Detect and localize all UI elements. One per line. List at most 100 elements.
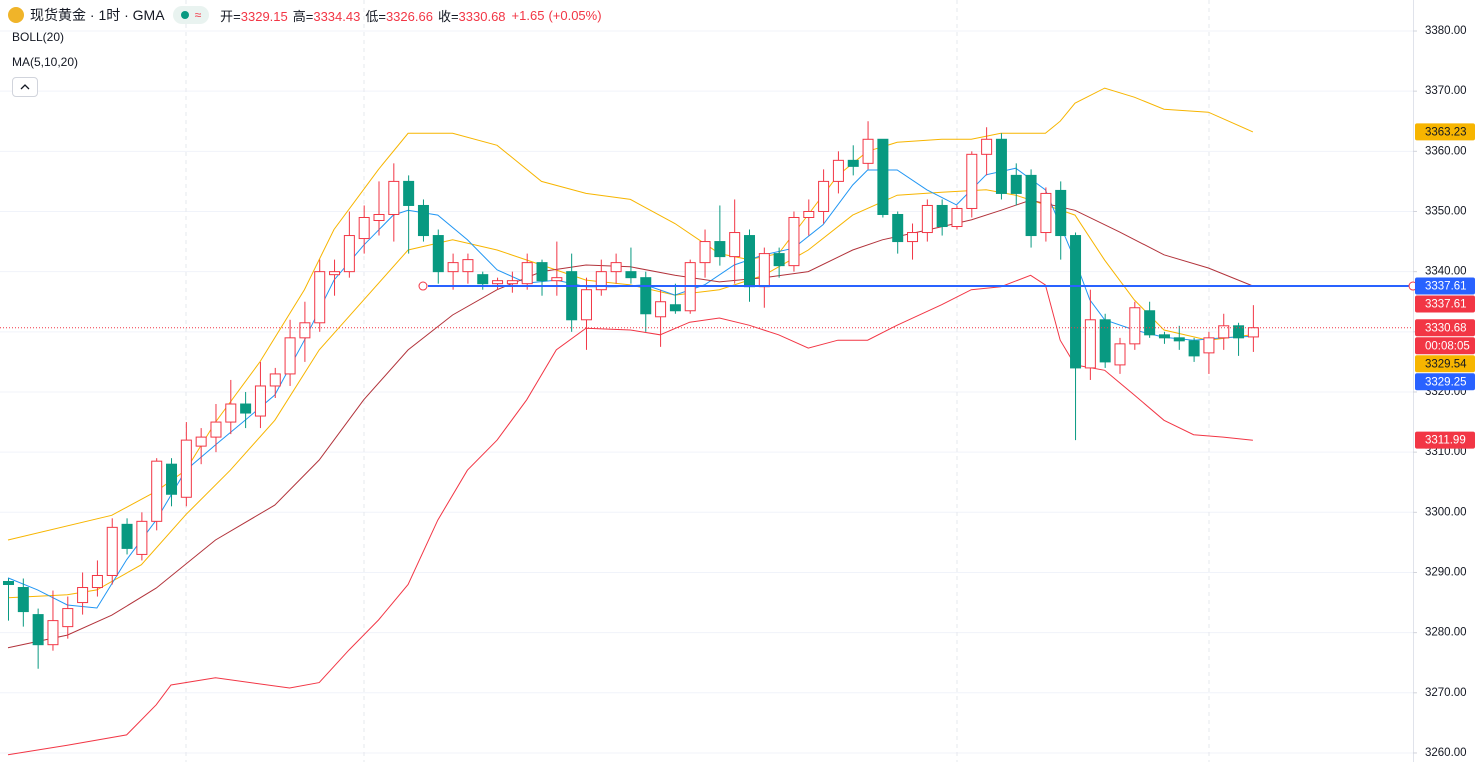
candle-body	[729, 232, 741, 258]
change: +1.65	[511, 7, 545, 23]
candle-body	[417, 204, 429, 237]
price-badge: 3329.25	[1415, 373, 1475, 391]
candle-body	[1247, 327, 1259, 338]
candle-body	[521, 262, 533, 285]
candle-body	[699, 241, 711, 264]
candle-body	[373, 213, 385, 222]
price-badge: 3311.99	[1415, 431, 1475, 449]
ohlc-value: 3330.68	[458, 8, 506, 24]
header: 现货黄金 · 1时 · GMA ≈ 开=3329.15 高=3334.43 低=33…	[8, 5, 602, 25]
candle-body	[91, 574, 103, 589]
candle-body	[788, 216, 800, 267]
price-badge-bg	[1415, 373, 1475, 391]
y-tick-label: 3380.00	[1425, 25, 1467, 37]
indicator-label[interactable]: MA(5,10,20)	[12, 55, 79, 69]
candle-body	[462, 259, 474, 273]
candle-body	[121, 523, 133, 549]
symbol-title: 现货黄金 · 1时 · GMA	[30, 7, 165, 23]
candle-body	[758, 253, 770, 288]
candle-body	[136, 520, 148, 555]
candle-body	[447, 262, 459, 273]
candle-body	[1218, 325, 1230, 339]
candle-body	[921, 204, 933, 234]
candle-body	[655, 301, 667, 318]
indicator-line	[7, 87, 1254, 541]
candle-body	[832, 159, 844, 182]
price-badge-bg	[1415, 123, 1475, 141]
candle-body	[299, 322, 311, 339]
y-tick-label: 3300.00	[1425, 506, 1467, 518]
candle-body	[1173, 337, 1185, 342]
y-tick-label: 3270.00	[1425, 687, 1467, 699]
price-badge: 00:08:05	[1415, 337, 1475, 355]
y-tick-label: 3280.00	[1425, 627, 1467, 639]
candle-body	[269, 373, 281, 387]
symbol-icon	[8, 7, 24, 23]
y-tick-label: 3290.00	[1425, 567, 1467, 579]
candle-body	[388, 180, 400, 215]
candle-body	[966, 153, 978, 209]
collapse-button[interactable]	[12, 77, 38, 97]
y-tick-label: 3360.00	[1425, 145, 1467, 157]
change-pct: (+0.05%)	[548, 7, 602, 23]
indicator-label[interactable]: BOLL(20)	[12, 30, 65, 44]
candle-body	[284, 337, 296, 375]
price-badge: 3337.61	[1415, 295, 1475, 313]
candle-body	[595, 271, 607, 291]
candle-body	[225, 403, 237, 423]
candle-body	[195, 436, 207, 447]
candle-body	[847, 159, 859, 167]
candle-body	[1025, 174, 1037, 237]
candle-body	[32, 614, 44, 646]
candle-body	[744, 235, 755, 288]
price-badge: 3337.61	[1415, 277, 1475, 295]
ohlc-value: 3326.66	[385, 8, 433, 24]
candle-body	[818, 180, 830, 212]
price-badge-label: 3337.61	[1425, 281, 1467, 293]
candle-body	[877, 138, 889, 215]
status-badge[interactable]: ≈	[172, 6, 210, 24]
candle-body	[566, 271, 578, 321]
candle-body	[180, 439, 192, 498]
chevron	[20, 84, 30, 90]
price-badge-bg	[1415, 319, 1475, 337]
candle-body	[47, 620, 59, 646]
indicator-line	[7, 274, 1253, 756]
price-badge-label: 3330.68	[1425, 322, 1467, 334]
candle-body	[951, 207, 963, 228]
y-tick-label: 3310.00	[1425, 446, 1467, 458]
candle-body	[17, 587, 29, 613]
price-badge: 3329.54	[1415, 355, 1475, 373]
candle-body	[551, 277, 563, 282]
candle-body	[343, 235, 355, 273]
y-tick-label: 3370.00	[1425, 85, 1467, 97]
price-badge-bg	[1415, 295, 1475, 313]
candle-body	[329, 271, 341, 276]
candle-body	[403, 180, 415, 206]
market-open-dot	[180, 11, 189, 19]
ohlc-key: 高=	[292, 8, 314, 24]
candle-body	[151, 460, 163, 522]
price-badge: 3363.23	[1415, 123, 1475, 141]
candle-body	[1114, 343, 1126, 366]
candle-body	[1010, 174, 1022, 194]
candle-body	[1129, 307, 1141, 345]
candle-body	[1144, 310, 1156, 336]
price-line-handle	[418, 281, 428, 291]
candle-body	[506, 280, 518, 285]
price-badge-label: 3329.54	[1425, 358, 1467, 370]
candle-body	[492, 280, 504, 285]
candle-body	[1158, 334, 1170, 339]
price-badge: 3330.68	[1415, 319, 1475, 337]
candle-body	[1233, 325, 1245, 339]
ohlc-key: 开=	[220, 8, 241, 24]
candle-body	[358, 216, 370, 240]
candle-body	[640, 277, 652, 315]
candle-body	[1055, 189, 1067, 237]
price-badge-bg	[1415, 337, 1475, 355]
y-tick-label: 3350.00	[1425, 206, 1467, 218]
candle-body	[1070, 235, 1082, 369]
candle-body	[1040, 192, 1052, 234]
ohlc-value: 3334.43	[313, 8, 361, 24]
candle-body	[106, 526, 118, 576]
